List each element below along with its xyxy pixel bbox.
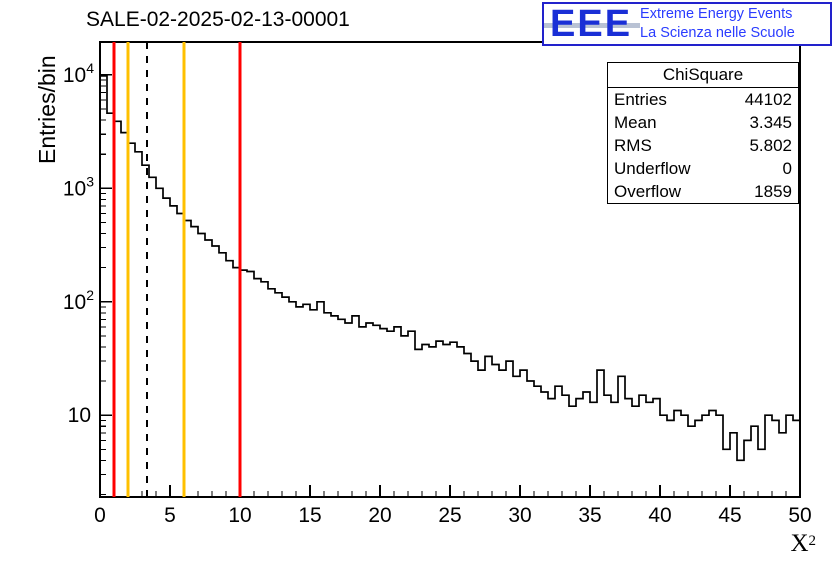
eee-logo-caption-1: Extreme Energy Events	[640, 6, 793, 22]
plot-title: SALE-02-2025-02-13-00001	[86, 8, 350, 31]
x-ticks	[99, 485, 801, 497]
y-tick-label: 103	[63, 173, 94, 200]
stats-row-overflow: Overflow 1859	[608, 180, 798, 203]
stats-box: ChiSquare Entries 44102 Mean 3.345 RMS 5…	[607, 62, 799, 204]
y-tick-label: 102	[63, 287, 94, 314]
y-tick-labels: 10 102 103 104	[63, 60, 94, 427]
x-axis-label-base: X	[790, 530, 809, 557]
stats-value: 0	[782, 159, 792, 178]
stats-row-mean: Mean 3.345	[608, 111, 798, 134]
x-tick-label: 45	[718, 504, 741, 527]
eee-logo-captions: Extreme Energy Events La Scienza nelle S…	[640, 5, 795, 43]
y-tick-label: 104	[63, 60, 94, 87]
x-axis-label-exponent: 2	[808, 533, 817, 549]
stats-row-rms: RMS 5.802	[608, 134, 798, 157]
x-tick-label: 30	[508, 504, 531, 527]
stats-title: ChiSquare	[608, 63, 798, 88]
eee-logo-mark: EEE	[544, 3, 641, 45]
stats-label: RMS	[614, 136, 652, 155]
eee-logo: EEE Extreme Energy Events La Scienza nel…	[542, 2, 832, 46]
eee-logo-text: EEE	[550, 3, 633, 45]
stats-value: 44102	[744, 90, 792, 109]
x-tick-label: 15	[298, 504, 321, 527]
stats-row-entries: Entries 44102	[608, 88, 798, 111]
x-tick-label: 10	[228, 504, 251, 527]
stats-value: 1859	[754, 182, 792, 201]
stats-row-underflow: Underflow 0	[608, 157, 798, 180]
eee-logo-beam-line	[544, 23, 641, 28]
x-tick-label: 25	[438, 504, 461, 527]
stats-value: 3.345	[749, 113, 792, 132]
x-axis-label: X2	[790, 530, 816, 558]
y-tick-label: 10	[68, 404, 91, 427]
cut-lines	[112, 42, 242, 497]
y-ticks	[100, 74, 112, 496]
stats-label: Mean	[614, 113, 657, 132]
x-tick-labels: 0 5 10 15 20 25 30 35 40 45 50	[94, 504, 812, 527]
x-tick-label: 50	[788, 504, 811, 527]
stats-label: Underflow	[614, 159, 691, 178]
x-tick-label: 40	[648, 504, 671, 527]
x-tick-label: 35	[578, 504, 601, 527]
x-tick-label: 0	[94, 504, 106, 527]
eee-logo-caption-2: La Scienza nelle Scuole	[640, 25, 795, 41]
x-tick-label: 5	[164, 504, 176, 527]
histogram-step-line	[99, 75, 801, 497]
stats-label: Entries	[614, 90, 667, 109]
stats-value: 5.802	[749, 136, 792, 155]
stats-label: Overflow	[614, 182, 682, 201]
x-tick-label: 20	[368, 504, 391, 527]
y-axis-label: Entries/bin	[34, 55, 60, 164]
